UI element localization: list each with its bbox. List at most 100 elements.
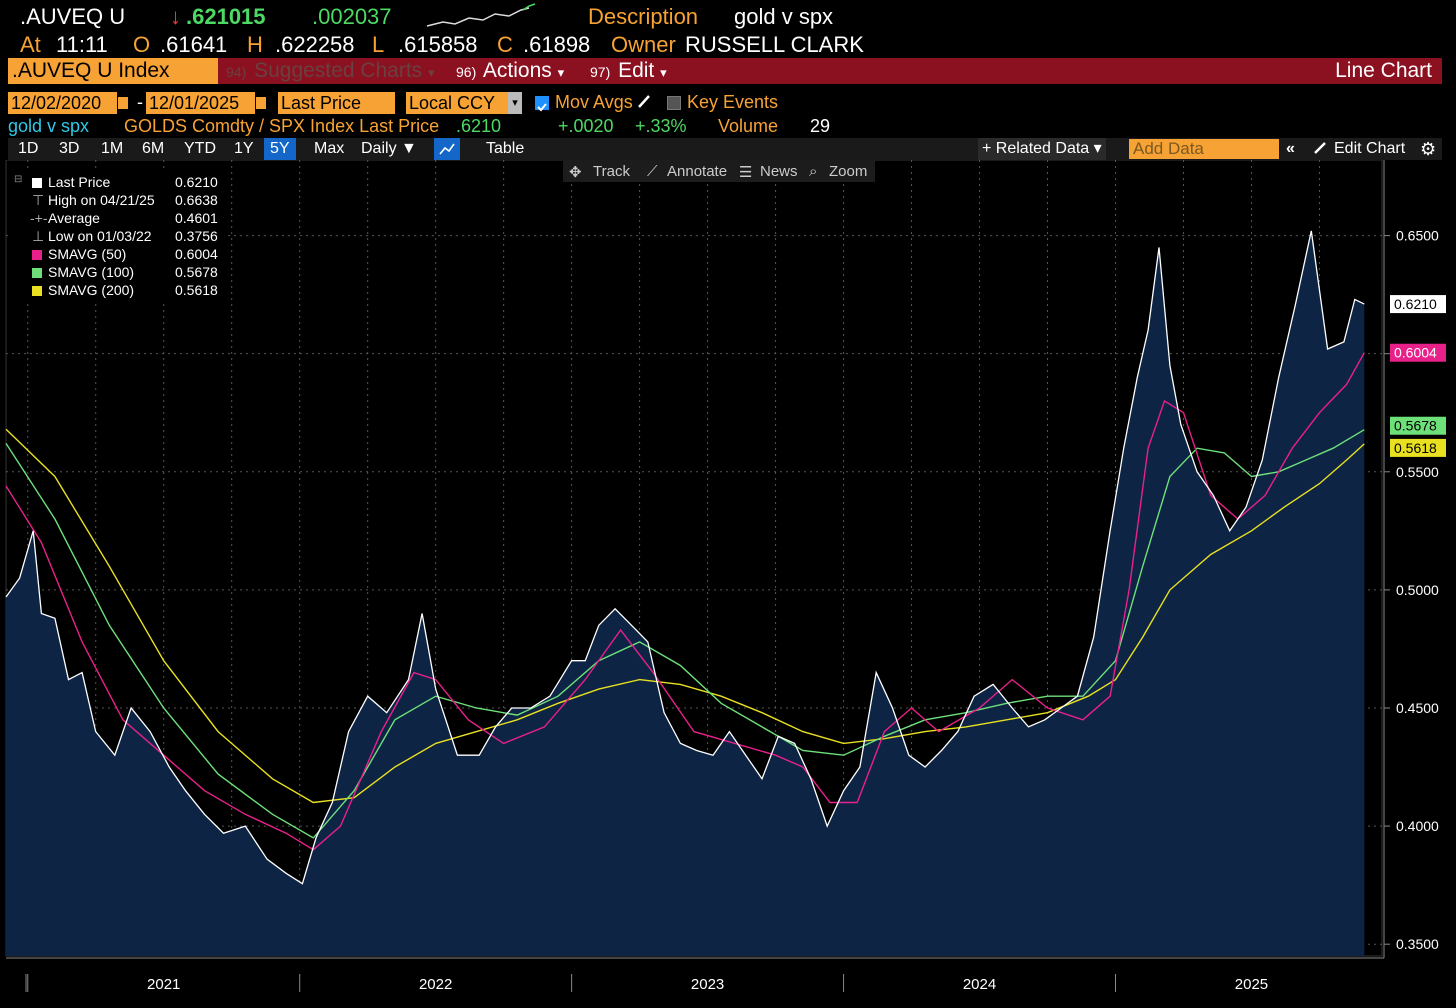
y-axis: 0.35000.40000.45000.50000.55000.60000.65… — [1383, 160, 1439, 958]
close-label: C — [497, 32, 513, 57]
legend-swatch — [32, 286, 42, 296]
news-icon: ☰ — [739, 164, 753, 181]
add-data-input[interactable]: Add Data — [1129, 139, 1279, 159]
key-events-checkbox[interactable] — [667, 96, 681, 110]
chart-legend: ⊟ Last Price 0.6210 ⊤ High on 04/21/25 0… — [12, 172, 224, 300]
edit-chart-button[interactable]: Edit Chart — [1334, 140, 1406, 157]
high-value: .622258 — [275, 32, 355, 57]
gear-icon[interactable]: ⚙ — [1420, 139, 1437, 159]
description-label: Description — [588, 4, 699, 29]
mov-avgs-checkbox[interactable] — [535, 96, 549, 112]
y-tick-label: 0.3500 — [1396, 936, 1439, 952]
x-tick-label: 2021 — [147, 976, 180, 993]
period-max[interactable]: Max — [314, 140, 345, 157]
suggested-charts-menu[interactable]: 94) Suggested Charts ▾ — [226, 58, 435, 84]
period-1d[interactable]: 1D — [18, 140, 39, 157]
sma100-last-label: 0.5678 — [1394, 418, 1437, 434]
period-5y[interactable]: 5Y — [264, 138, 296, 160]
period-6m[interactable]: 6M — [142, 140, 165, 157]
sma200-line — [5, 428, 1365, 804]
annotate-button[interactable]: Annotate — [667, 163, 728, 180]
currency-select[interactable]: Local CCY — [406, 92, 509, 114]
legend-sma100: SMAVG (100) 0.5678 — [12, 264, 224, 282]
pencil-icon[interactable] — [636, 92, 652, 115]
calendar-icon[interactable] — [117, 96, 129, 110]
legend-value: 0.5618 — [175, 282, 218, 298]
average-marker-icon: -+- — [30, 210, 48, 226]
legend-average: -+- Average 0.4601 — [12, 210, 224, 228]
legend-sma50: SMAVG (50) 0.6004 — [12, 246, 224, 264]
low-label: L — [372, 32, 385, 57]
collapse-icon[interactable]: ⊟ — [14, 174, 23, 185]
edit-menu[interactable]: 97) Edit ▾ — [590, 58, 667, 84]
quote-time: 11:11 — [56, 32, 108, 57]
high-label: H — [247, 32, 263, 57]
legend-high: ⊤ High on 04/21/25 0.6638 — [12, 192, 224, 210]
actions-menu[interactable]: 96) Actions ▾ — [456, 58, 564, 84]
suggested-num: 94) — [226, 64, 247, 80]
period-ytd[interactable]: YTD — [184, 140, 216, 157]
date-dash: - — [137, 92, 143, 112]
x-tick-label: 2024 — [963, 976, 996, 993]
key-events-label: Key Events — [687, 92, 779, 112]
x-tick-label: 2022 — [419, 976, 452, 993]
period-1m[interactable]: 1M — [101, 140, 124, 157]
legend-label: High on 04/21/25 — [48, 192, 155, 208]
actions-label: Actions — [482, 59, 552, 82]
legend-last-price: ⊟ Last Price 0.6210 — [12, 174, 224, 192]
sparkline-icon — [425, 2, 537, 34]
price-last-box — [1390, 295, 1446, 314]
sma50-last-label: 0.6004 — [1394, 345, 1437, 361]
ticker[interactable]: .AUVEQ U — [20, 4, 126, 29]
line-chart-icon[interactable] — [434, 138, 460, 160]
chevron-down-icon: ▾ — [428, 65, 435, 80]
close-value: .61898 — [523, 32, 591, 57]
last-value-labels: 0.6210 0.6004 0.5678 0.5618 — [1390, 295, 1446, 457]
field-select[interactable]: Last Price — [278, 92, 395, 114]
info-value: .6210 — [456, 116, 502, 136]
track-button[interactable]: Track — [593, 163, 630, 180]
period-3d[interactable]: 3D — [59, 140, 80, 157]
period-1y[interactable]: 1Y — [234, 140, 254, 157]
quote-header: .AUVEQ U ↓ .621015 .002037 Description g… — [0, 2, 1456, 30]
end-date-input[interactable]: 12/01/2025 — [146, 92, 255, 114]
legend-value: 0.6210 — [175, 174, 218, 190]
chevron-down-icon: ▾ — [557, 65, 565, 80]
open-value: .61641 — [160, 32, 228, 57]
security-field[interactable]: .AUVEQ U Index — [8, 58, 218, 84]
at-label: At — [20, 32, 41, 57]
chevron-down-icon[interactable]: ▾ — [508, 92, 522, 114]
sma200-last-box — [1390, 438, 1446, 457]
chart-toolbar: 1D 3D 1M 6M YTD 1Y 5Y Max Daily ▼ Table … — [8, 138, 1442, 160]
pencil-icon[interactable] — [1312, 138, 1328, 160]
price-area — [6, 230, 1365, 956]
mov-avgs-label: Mov Avgs — [555, 92, 633, 112]
chevron-down-icon: ▾ — [660, 65, 667, 80]
legend-value: 0.6004 — [175, 246, 218, 262]
line-chart[interactable]: 0.35000.40000.45000.50000.55000.60000.65… — [0, 160, 1456, 1008]
security-description: GOLDS Comdty / SPX Index Last Price — [124, 116, 440, 136]
sma50-last-box — [1390, 343, 1446, 362]
owner-value: RUSSELL CLARK — [685, 32, 864, 57]
volume-label: Volume — [718, 116, 779, 136]
chart-type-label: Line Chart — [1335, 59, 1432, 82]
low-value: .615858 — [398, 32, 478, 57]
x-tick-label: 2023 — [691, 976, 724, 993]
series-name: gold v spx — [8, 116, 90, 136]
zoom-button[interactable]: Zoom — [829, 163, 868, 180]
y-tick-label: 0.5000 — [1396, 582, 1439, 598]
news-button[interactable]: News — [760, 163, 798, 180]
legend-label: SMAVG (100) — [48, 264, 135, 280]
frequency-select[interactable]: Daily ▼ — [361, 140, 417, 157]
legend-value: 0.4601 — [175, 210, 218, 226]
start-date-input[interactable]: 12/02/2020 — [8, 92, 117, 114]
legend-label: Average — [48, 210, 100, 226]
x-axis: 2021 2022 2023 2024 2025 — [6, 957, 1384, 993]
collapse-icon[interactable]: « — [1286, 140, 1295, 157]
related-data-button[interactable]: + Related Data ▾ — [978, 138, 1106, 160]
settings-row: 12/02/2020 - 12/01/2025 Last Price Local… — [0, 92, 1456, 116]
table-button[interactable]: Table — [486, 140, 525, 157]
legend-label: Last Price — [48, 174, 111, 190]
calendar-icon[interactable] — [255, 96, 267, 110]
legend-label: Low on 01/03/22 — [48, 228, 152, 244]
